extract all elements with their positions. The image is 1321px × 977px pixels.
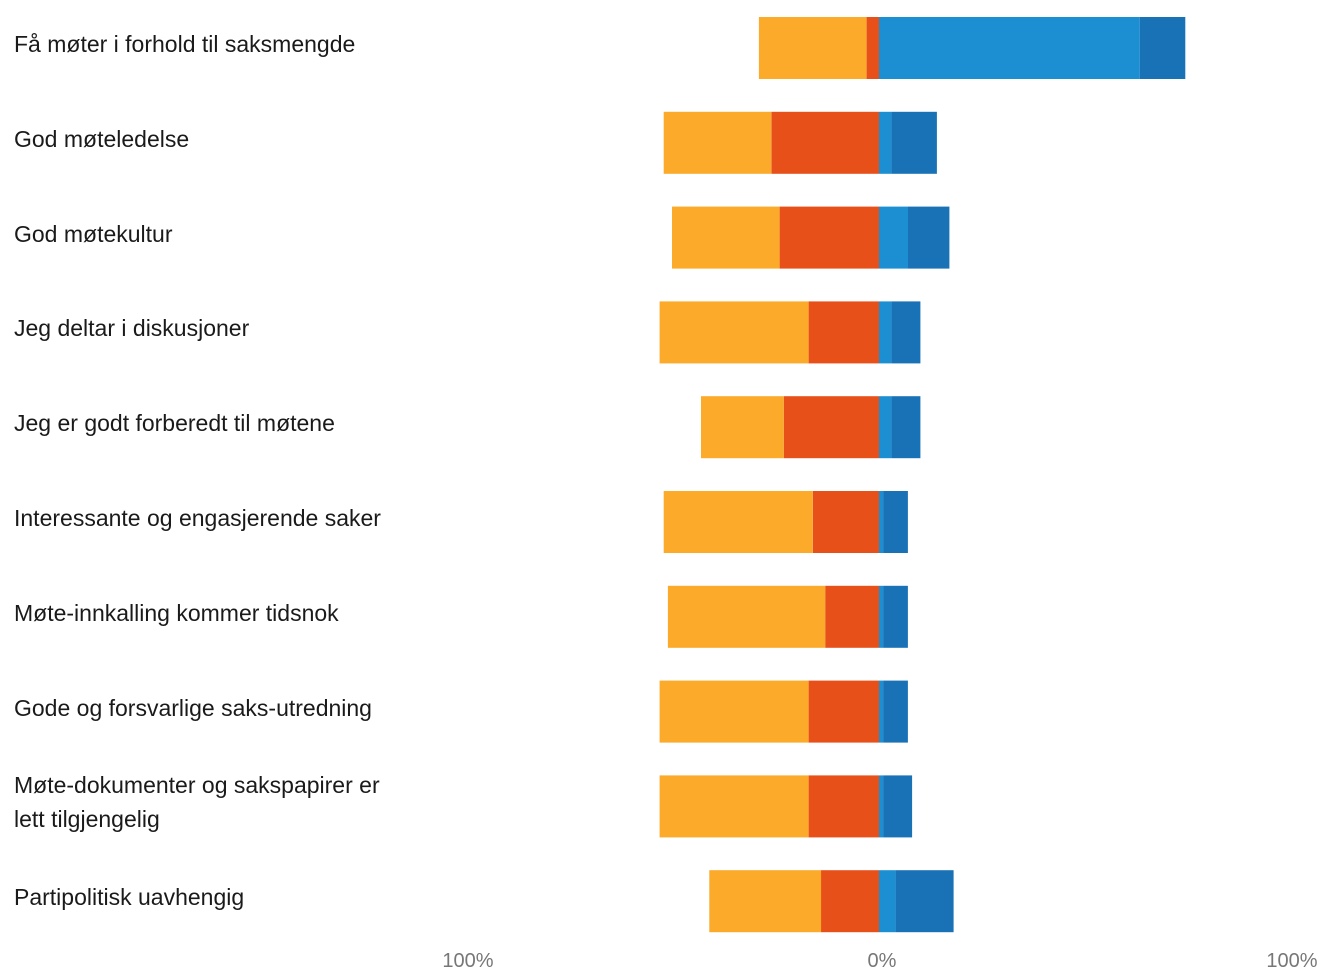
category-label-line: Møte-innkalling kommer tidsnok: [14, 599, 339, 626]
bar-segment-negative: [667, 585, 826, 648]
bar-segment-negative: [663, 491, 813, 553]
category-label: God møteledelse: [14, 122, 414, 156]
bar-segment-positive: [895, 870, 954, 933]
bar-segment-negative: [779, 206, 879, 269]
bar-segment-negative: [808, 775, 879, 838]
bar-segment-positive: [879, 585, 884, 648]
bar-segment-positive: [883, 491, 908, 553]
bar-segment-negative: [812, 491, 879, 553]
bar-segment-positive: [879, 491, 884, 553]
bar-segment-negative: [663, 111, 772, 174]
category-label: Gode og forsvarlige saks-utredning: [14, 691, 414, 725]
bar-segment-negative: [825, 585, 879, 648]
bar-segment-positive: [879, 775, 884, 838]
bar-segment-negative: [771, 111, 879, 174]
category-label: God møtekultur: [14, 217, 414, 251]
bar-segment-positive: [879, 206, 908, 269]
category-label-line: lett tilgjengelig: [14, 806, 160, 833]
x-tick-label: 0%: [867, 950, 897, 972]
bar-segment-positive: [879, 111, 892, 174]
category-label-line: Interessante og engasjerende saker: [14, 505, 381, 531]
category-label: Interessante og engasjerende saker: [14, 501, 414, 535]
category-label: Få møter i forhold til saksmengde: [14, 27, 414, 61]
category-label: Jeg deltar i diskusjoner: [14, 311, 414, 345]
bar-segment-negative: [701, 396, 784, 459]
category-label-line: Gode og forsvarlige saks-utredning: [14, 694, 372, 721]
bar-segment-negative: [808, 301, 879, 364]
bar-segment-positive: [879, 680, 884, 743]
category-label-line: Partipolitisk uavhengig: [14, 884, 245, 911]
category-label-line: God møteledelse: [14, 125, 190, 152]
bar-segment-positive: [891, 301, 921, 364]
bar-segment-negative: [659, 775, 809, 838]
x-tick-label: 100%: [1266, 950, 1318, 972]
bar-segment-negative: [808, 680, 879, 743]
category-label: Møte-innkalling kommer tidsnok: [14, 596, 414, 630]
bar-segment-positive: [908, 206, 950, 269]
category-label-line: Jeg deltar i diskusjoner: [14, 315, 250, 342]
bar-segment-negative: [783, 396, 879, 459]
category-label: Jeg er godt forberedt til møtene: [14, 406, 414, 440]
bar-segment-positive: [891, 396, 921, 459]
bar-segment-negative: [821, 870, 879, 933]
bar-segment-negative: [659, 301, 809, 364]
bar-segment-positive: [879, 396, 892, 459]
bar-segment-negative: [672, 206, 780, 269]
category-label-line: God møtekultur: [14, 220, 173, 247]
bar-segment-positive: [879, 17, 1140, 79]
bar-segment-positive: [891, 111, 937, 174]
bar-segment-positive: [883, 585, 908, 648]
category-label-line: Jeg er godt forberedt til møtene: [14, 410, 335, 437]
category-label-line: Få møter i forhold til saksmengde: [14, 31, 356, 57]
bar-segment-positive: [883, 775, 913, 838]
category-label: Møte-dokumenter og sakspapirer er lett ti…: [14, 768, 414, 836]
bar-segment-negative: [758, 17, 867, 79]
bar-segment-positive: [879, 870, 896, 933]
x-tick-label: 100%: [442, 950, 494, 972]
bar-segment-positive: [883, 680, 908, 743]
bar-segment-positive: [879, 301, 892, 364]
bar-segment-positive: [1139, 17, 1186, 79]
category-label: Partipolitisk uavhengig: [14, 880, 414, 914]
category-label-line: Møte-dokumenter og sakspapirer er: [14, 772, 380, 799]
bar-segment-negative: [709, 870, 822, 933]
bar-segment-negative: [659, 680, 809, 743]
bar-segment-negative: [866, 17, 879, 79]
